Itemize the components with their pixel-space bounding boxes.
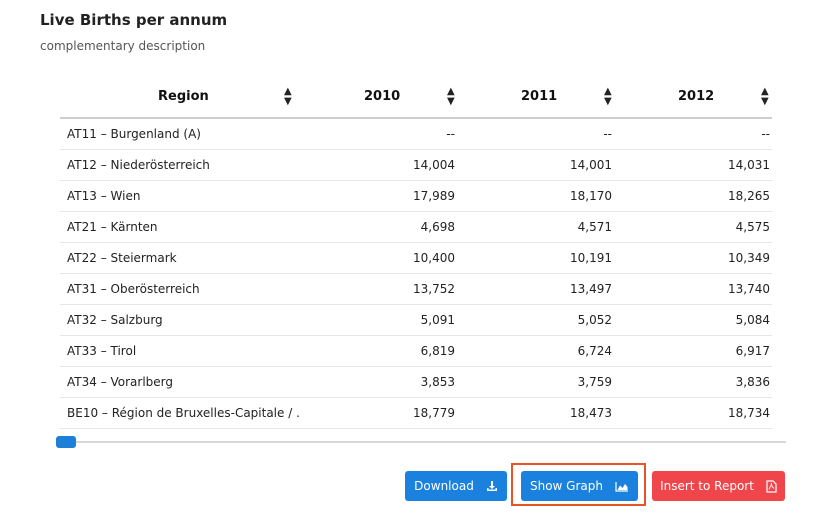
table-row: BE10 – Région de Bruxelles-Capitale / ..… [60, 397, 772, 429]
page-title: Live Births per annum [40, 11, 228, 29]
value-cell-2012: 14,031 [614, 149, 772, 181]
region-cell: AT34 – Vorarlberg [60, 366, 300, 398]
region-cell: AT11 – Burgenland (A) [60, 118, 300, 150]
value-cell-2011: -- [457, 118, 614, 150]
column-header-2010[interactable]: 2010 ▲ ▼ [300, 78, 457, 119]
value-cell-2011: 18,473 [457, 397, 614, 429]
value-cell-2011: 5,052 [457, 304, 614, 336]
value-cell-2010: 14,004 [300, 149, 457, 181]
value-cell-2012: 10,349 [614, 242, 772, 274]
value-cell-2010: 5,091 [300, 304, 457, 336]
value-cell-2010: 10,400 [300, 242, 457, 274]
value-cell-2012: 3,836 [614, 366, 772, 398]
insert-to-report-button-label: Insert to Report [660, 479, 754, 493]
value-cell-2010: 13,752 [300, 273, 457, 305]
value-cell-2012: 4,575 [614, 211, 772, 243]
table-row: AT22 – Steiermark 10,400 10,191 10,349 [60, 242, 772, 274]
column-header-region[interactable]: Region ▲ ▼ [60, 78, 300, 119]
table-body: AT11 – Burgenland (A) -- -- -- AT12 – Nieder… [60, 118, 772, 429]
value-cell-2010: 6,819 [300, 335, 457, 367]
value-cell-2011: 4,571 [457, 211, 614, 243]
value-cell-2011: 3,759 [457, 366, 614, 398]
region-cell: AT31 – Oberösterreich [60, 273, 300, 305]
table-row: AT31 – Oberösterreich 13,752 13,497 13,740 [60, 273, 772, 305]
table-row: AT12 – Niederösterreich 14,004 14,001 14,03… [60, 149, 772, 181]
data-table-container: Region ▲ ▼ 2010 ▲ ▼ 2011 ▲ ▼ 2012 ▲ ▼ AT11 –… [60, 78, 772, 429]
horizontal-scrollbar-track[interactable] [60, 441, 786, 443]
page-subtitle: complementary description [40, 39, 206, 53]
table-row: AT21 – Kärnten 4,698 4,571 4,575 [60, 211, 772, 243]
column-header-label: 2012 [678, 89, 715, 104]
value-cell-2010: 4,698 [300, 211, 457, 243]
area-chart-icon [615, 481, 629, 492]
value-cell-2010: 3,853 [300, 366, 457, 398]
value-cell-2012: 13,740 [614, 273, 772, 305]
table-row: AT11 – Burgenland (A) -- -- -- [60, 118, 772, 150]
pdf-file-icon [766, 479, 777, 493]
value-cell-2011: 14,001 [457, 149, 614, 181]
region-cell: AT22 – Steiermark [60, 242, 300, 274]
region-cell: AT21 – Kärnten [60, 211, 300, 243]
region-cell: BE10 – Région de Bruxelles-Capitale / ..… [60, 397, 300, 429]
download-button-label: Download [414, 479, 474, 493]
value-cell-2011: 18,170 [457, 180, 614, 212]
sort-icon[interactable]: ▲ ▼ [447, 86, 455, 107]
download-icon [486, 480, 498, 492]
insert-to-report-button[interactable]: Insert to Report [652, 471, 785, 501]
value-cell-2012: -- [614, 118, 772, 150]
value-cell-2010: -- [300, 118, 457, 150]
region-cell: AT13 – Wien [60, 180, 300, 212]
value-cell-2012: 18,734 [614, 397, 772, 429]
download-button[interactable]: Download [405, 471, 507, 501]
table-row: AT32 – Salzburg 5,091 5,052 5,084 [60, 304, 772, 336]
region-cell: AT33 – Tirol [60, 335, 300, 367]
region-cell: AT12 – Niederösterreich [60, 149, 300, 181]
sort-icon[interactable]: ▲ ▼ [284, 86, 292, 107]
value-cell-2011: 13,497 [457, 273, 614, 305]
table-row: AT13 – Wien 17,989 18,170 18,265 [60, 180, 772, 212]
column-header-label: 2010 [364, 89, 401, 104]
value-cell-2012: 6,917 [614, 335, 772, 367]
value-cell-2010: 18,779 [300, 397, 457, 429]
value-cell-2012: 5,084 [614, 304, 772, 336]
value-cell-2011: 6,724 [457, 335, 614, 367]
column-header-2012[interactable]: 2012 ▲ ▼ [614, 78, 772, 119]
data-table: Region ▲ ▼ 2010 ▲ ▼ 2011 ▲ ▼ 2012 ▲ ▼ AT11 –… [60, 78, 772, 429]
table-row: AT34 – Vorarlberg 3,853 3,759 3,836 [60, 366, 772, 398]
show-graph-button-label: Show Graph [529, 479, 603, 493]
horizontal-scrollbar-thumb[interactable] [56, 436, 76, 448]
show-graph-highlight-frame [511, 463, 646, 506]
sort-icon[interactable]: ▲ ▼ [604, 86, 612, 107]
table-row: AT33 – Tirol 6,819 6,724 6,917 [60, 335, 772, 367]
value-cell-2010: 17,989 [300, 180, 457, 212]
column-header-label: Region [158, 89, 209, 104]
column-header-2011[interactable]: 2011 ▲ ▼ [457, 78, 614, 119]
table-header-row: Region ▲ ▼ 2010 ▲ ▼ 2011 ▲ ▼ 2012 ▲ ▼ [60, 78, 772, 119]
sort-icon[interactable]: ▲ ▼ [761, 86, 769, 107]
region-cell: AT32 – Salzburg [60, 304, 300, 336]
show-graph-button[interactable]: Show Graph [521, 471, 638, 501]
value-cell-2012: 18,265 [614, 180, 772, 212]
value-cell-2011: 10,191 [457, 242, 614, 274]
column-header-label: 2011 [521, 89, 558, 104]
